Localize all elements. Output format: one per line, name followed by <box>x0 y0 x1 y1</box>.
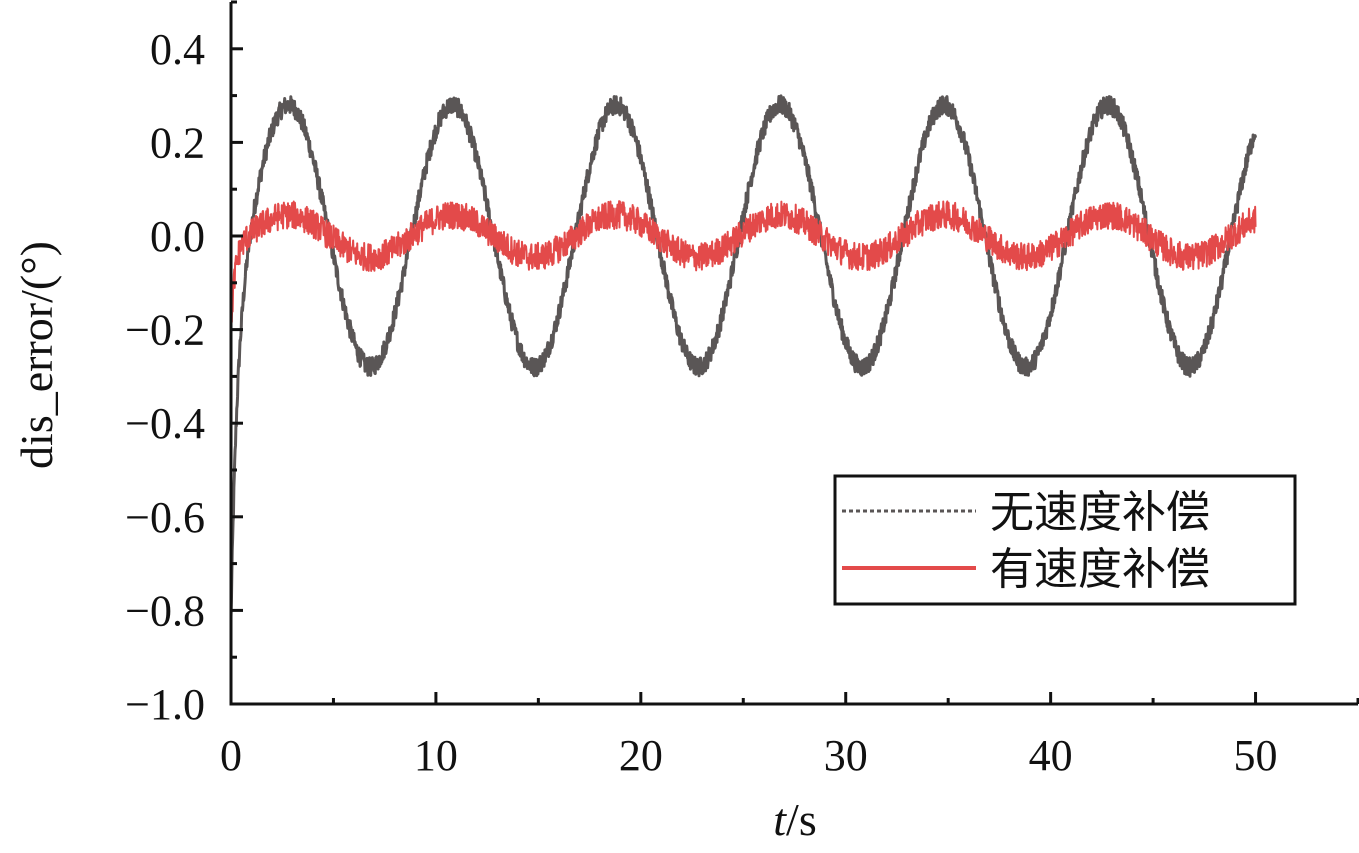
x-tick-label: 0 <box>220 731 242 780</box>
y-tick-label: −0.6 <box>125 493 205 542</box>
x-axis-label-italic: t <box>773 794 787 845</box>
legend: 无速度补偿 有速度补偿 <box>833 474 1297 606</box>
y-tick-label: 0.4 <box>150 25 205 74</box>
x-tick-label: 30 <box>824 731 868 780</box>
series-line-1 <box>230 200 1257 325</box>
tick-layer: 0 10 20 30 40 50 −1.0 −0.8 −0.6 −0.4 −0.2 0.0 0.2 0.4 <box>125 0 1359 780</box>
legend-label-with-compensation: 有速度补偿 <box>990 544 1210 595</box>
y-tick-label: −0.2 <box>125 306 205 355</box>
x-tick-label: 20 <box>619 731 663 780</box>
y-tick-label: −0.8 <box>125 586 205 635</box>
x-tick-label: 50 <box>1234 731 1278 780</box>
x-axis-label-unit: /s <box>786 794 817 845</box>
legend-label-no-compensation: 无速度补偿 <box>990 487 1210 538</box>
y-tick-label: −1.0 <box>125 680 205 729</box>
x-tick-label: 10 <box>414 731 458 780</box>
y-tick-label: 0.2 <box>150 118 205 167</box>
series-layer <box>229 94 1258 617</box>
y-tick-label: 0.0 <box>150 212 205 261</box>
y-tick-label: −0.4 <box>125 399 205 448</box>
x-tick-label: 40 <box>1029 731 1073 780</box>
legend-box <box>833 474 1297 606</box>
axes-layer <box>229 2 1358 706</box>
x-axis-label: t/s <box>773 794 816 845</box>
y-axis-label: dis_error/(°) <box>11 241 62 469</box>
